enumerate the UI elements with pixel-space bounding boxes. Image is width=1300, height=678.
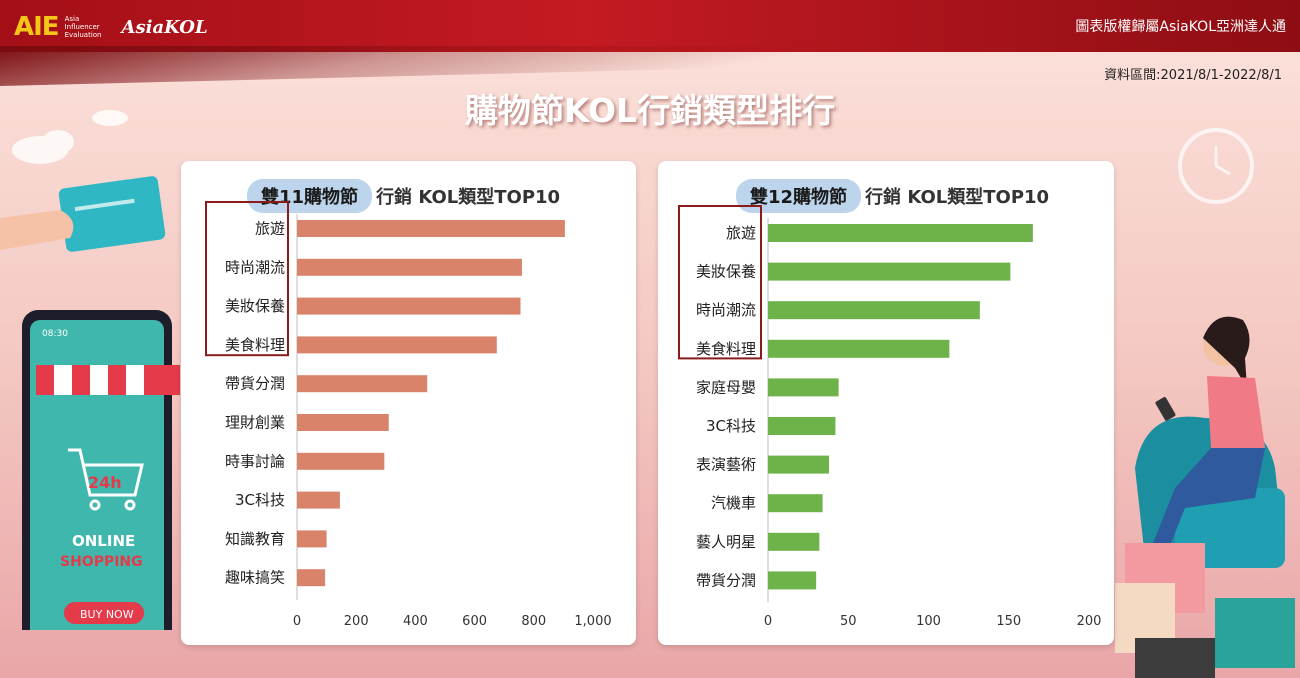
x-tick-label: 0 <box>293 614 301 629</box>
cloud-icon <box>12 110 128 164</box>
bar <box>297 297 521 315</box>
x-tick-label: 150 <box>996 614 1021 629</box>
smartphone-icon: 08:30 <box>22 310 172 630</box>
category-label: 3C科技 <box>235 491 285 509</box>
bar <box>297 569 326 587</box>
category-label: 旅遊 <box>255 220 285 238</box>
chart-title-rest: 行銷 KOL類型TOP10 <box>865 187 1050 208</box>
bar <box>297 491 340 509</box>
awning-icon <box>36 365 180 395</box>
category-label: 知識教育 <box>225 530 285 548</box>
category-label: 藝人明星 <box>696 533 756 551</box>
category-label: 趣味搞笑 <box>225 569 285 587</box>
bar <box>768 224 1033 242</box>
woman-figure-icon <box>1151 316 1265 558</box>
logo-aie-sub-line: Asia <box>64 15 80 23</box>
x-tick-label: 400 <box>403 614 428 629</box>
bar <box>768 455 829 474</box>
bar <box>768 301 980 320</box>
x-tick-label: 600 <box>462 614 487 629</box>
x-tick-label: 0 <box>764 614 772 629</box>
shopping-text: SHOPPING <box>60 554 143 570</box>
category-label: 美妝保養 <box>225 297 285 315</box>
phone-in-hand-icon <box>1155 397 1176 421</box>
logo-asiakol: AsiaKOL <box>121 16 208 38</box>
category-label: 理財創業 <box>225 414 285 432</box>
shopper-illustration <box>1115 316 1295 678</box>
chart-card-double12: 雙12購物節 行銷 KOL類型TOP10 旅遊美妝保養時尚潮流美食料理家庭母嬰 3… <box>658 161 1114 645</box>
chart-title-double11: 雙11購物節 行銷 KOL類型TOP10 <box>247 179 560 213</box>
bar <box>297 375 428 393</box>
category-label: 帶貨分潤 <box>225 375 285 393</box>
buy-now-text: BUY NOW <box>80 608 134 621</box>
credit-card-icon <box>58 176 166 252</box>
x-tick-label: 100 <box>916 614 941 629</box>
top-categories-highlight-box <box>205 201 289 357</box>
category-label: 時尚潮流 <box>225 258 285 276</box>
x-tick-label: 50 <box>840 614 857 629</box>
bar <box>768 417 836 435</box>
header-bar <box>0 0 1300 52</box>
logo-aie: AIE <box>14 12 60 42</box>
category-label: 美食料理 <box>225 336 285 354</box>
bar <box>297 258 522 276</box>
top-categories-highlight-box <box>678 205 762 360</box>
bar <box>297 336 497 354</box>
shopping-cart-icon <box>68 448 144 511</box>
logo-aie-subtitle: Asia Influencer Evaluation <box>65 15 102 39</box>
bar <box>297 220 565 237</box>
hand-icon <box>0 210 74 250</box>
clock-icon <box>1178 128 1254 204</box>
bar <box>297 414 389 431</box>
gift-box-icon <box>1115 543 1295 678</box>
chart-title-rest: 行銷 KOL類型TOP10 <box>376 187 561 208</box>
shopping-illustration: 08:30 24h ONLINE SHOPPING BUY NOW <box>0 110 180 630</box>
logo-aie-sub-line: Influencer <box>64 23 100 31</box>
page-title: 購物節KOL行銷類型排行 <box>464 91 836 130</box>
category-label: 美妝保養 <box>696 263 756 281</box>
category-label: 美食料理 <box>696 340 756 358</box>
bar <box>768 494 823 513</box>
x-tick-label: 800 <box>521 614 546 629</box>
bar <box>768 339 950 358</box>
bar <box>297 452 385 470</box>
chart-title-double12: 雙12購物節 行銷 KOL類型TOP10 <box>736 179 1049 213</box>
copyright-text: 圖表版權歸屬AsiaKOL亞洲達人通 <box>1075 19 1286 35</box>
bar <box>768 532 820 551</box>
x-tick-label: 200 <box>1077 614 1102 629</box>
bar <box>768 378 839 397</box>
bar <box>297 530 327 548</box>
category-label: 家庭母嬰 <box>696 378 756 396</box>
chart-title-highlight: 雙12購物節 <box>736 179 862 213</box>
category-label: 時事討論 <box>225 452 285 470</box>
category-label: 汽機車 <box>711 494 756 512</box>
category-label: 表演藝術 <box>696 456 756 474</box>
x-tick-label: 1,000 <box>574 614 611 629</box>
buy-now-decor <box>64 602 144 624</box>
chart-card-double11: 雙11購物節 行銷 KOL類型TOP10 旅遊時尚潮流美妝保養美食料理帶貨分潤理… <box>181 161 636 645</box>
x-tick-label: 200 <box>344 614 369 629</box>
logo-aie-sub-line: Evaluation <box>64 31 102 39</box>
chart-title-highlight: 雙11購物節 <box>247 179 373 213</box>
online-text: ONLINE <box>72 532 135 550</box>
category-label: 帶貨分潤 <box>696 571 756 589</box>
badge-24h: 24h <box>88 473 122 492</box>
bar <box>768 262 1011 281</box>
category-label: 時尚潮流 <box>696 301 756 319</box>
logo: AIE Asia Influencer Evaluation AsiaKOL <box>14 12 208 42</box>
date-range: 資料區間:2021/8/1-2022/8/1 <box>1104 68 1282 83</box>
phone-time: 08:30 <box>42 329 68 339</box>
bar <box>768 571 817 590</box>
category-label: 3C科技 <box>706 417 756 435</box>
category-label: 旅遊 <box>726 224 756 242</box>
